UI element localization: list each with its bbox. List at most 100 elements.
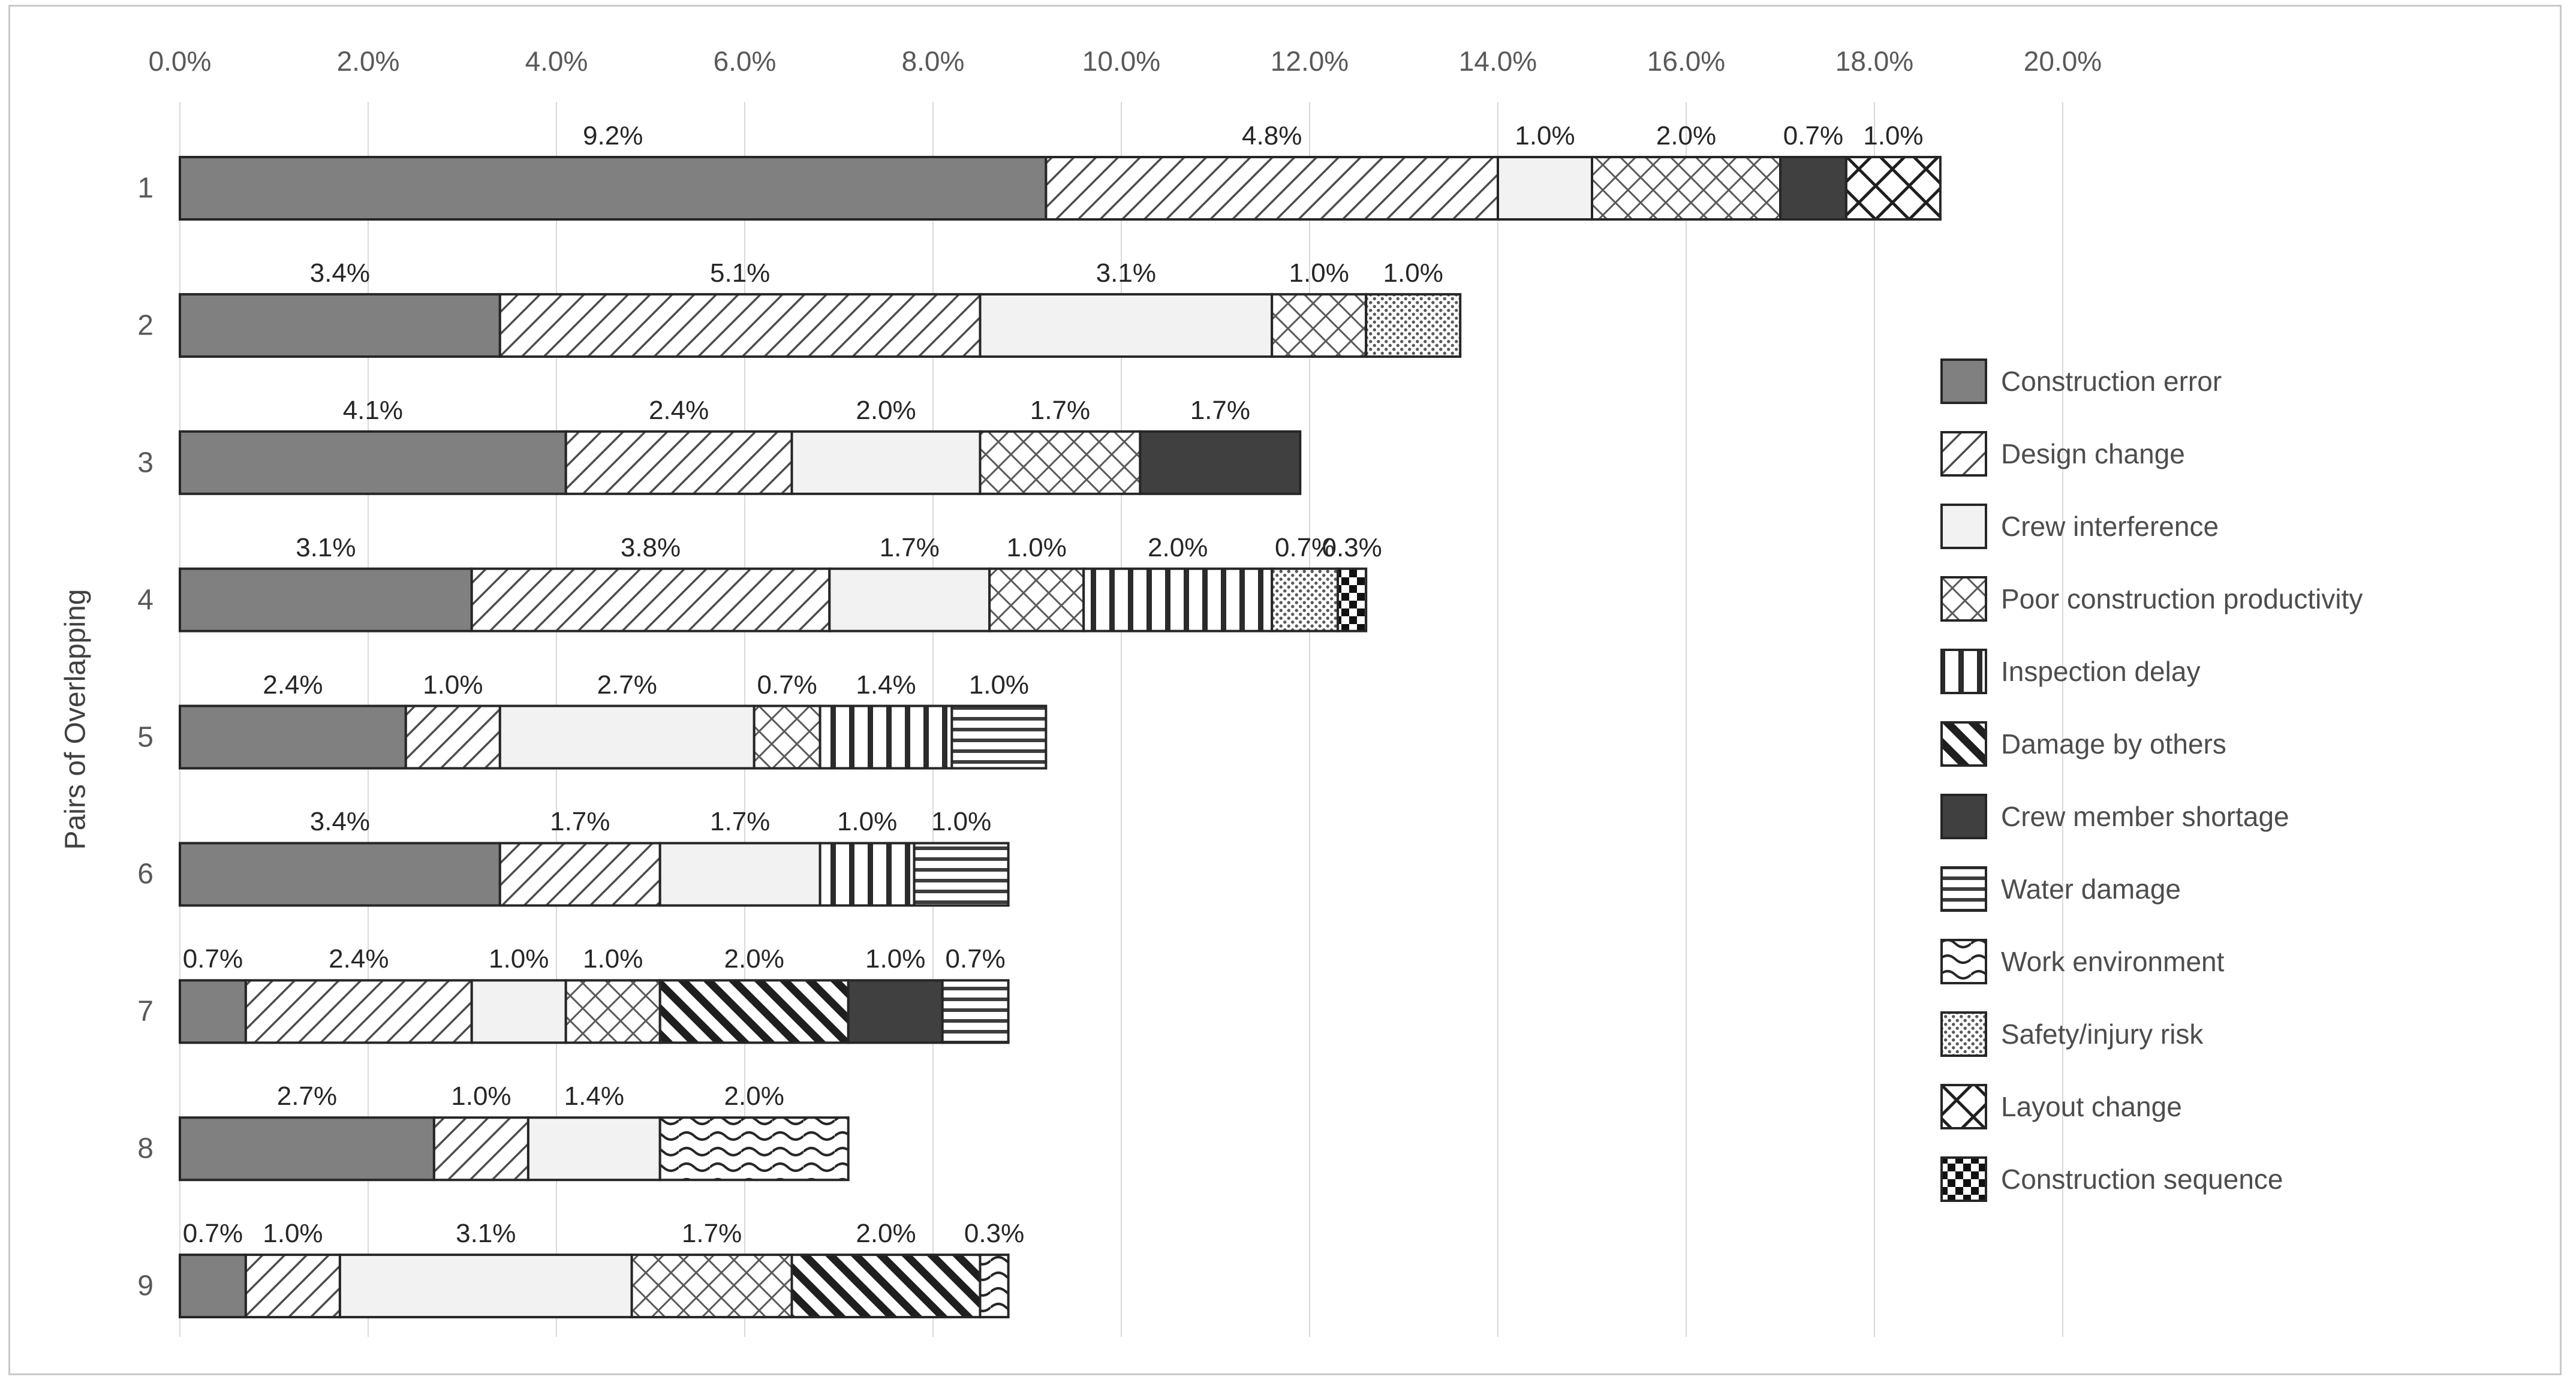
- legend-item: Layout change: [1940, 1070, 2363, 1143]
- data-label: 2.0%: [724, 944, 784, 974]
- data-label: 1.0%: [489, 944, 549, 974]
- bar-segment: [244, 1254, 341, 1319]
- x-tick-label: 6.0%: [713, 46, 777, 77]
- data-label: 1.0%: [1383, 258, 1443, 288]
- data-label: 9.2%: [583, 121, 643, 150]
- legend-swatch: [1940, 793, 1987, 839]
- data-label: 1.0%: [451, 1081, 511, 1111]
- legend-item: Work environment: [1940, 925, 2363, 998]
- legend-label: Layout change: [2001, 1090, 2182, 1122]
- y-category-label: 7: [137, 995, 154, 1028]
- data-label: 2.7%: [597, 670, 657, 700]
- legend-label: Safety/injury risk: [2001, 1018, 2204, 1050]
- legend-item: Damage by others: [1940, 707, 2363, 780]
- bar-segment: [988, 567, 1085, 632]
- bar-segment: [941, 979, 1010, 1044]
- data-label: 3.1%: [1096, 258, 1156, 288]
- legend-label: Work environment: [2001, 945, 2225, 977]
- data-label: 1.7%: [681, 1219, 742, 1249]
- legend-item: Crew member shortage: [1940, 780, 2363, 852]
- legend-swatch: [1940, 576, 1987, 622]
- bar-segment: [658, 979, 850, 1044]
- legend-item: Poor construction productivity: [1940, 562, 2363, 635]
- bar-segment: [498, 704, 756, 770]
- bar-segment: [1779, 156, 1847, 221]
- data-label: 1.4%: [564, 1081, 624, 1111]
- legend-swatch: [1940, 721, 1987, 767]
- data-label: 3.4%: [309, 258, 371, 288]
- legend-swatch: [1940, 938, 1987, 984]
- figure-border: [8, 5, 2562, 1375]
- bar-segment: [179, 979, 247, 1044]
- bar-segment: [1591, 156, 1781, 221]
- data-label: 1.0%: [1515, 121, 1575, 150]
- data-label: 1.0%: [1289, 258, 1349, 288]
- legend-item: Construction sequence: [1940, 1143, 2363, 1215]
- data-label: 0.7%: [182, 944, 243, 974]
- y-category-label: 5: [137, 721, 154, 754]
- x-tick-label: 4.0%: [525, 46, 588, 77]
- data-label: 2.4%: [329, 944, 389, 974]
- bar-segment: [404, 704, 501, 770]
- data-label: 3.4%: [309, 807, 371, 837]
- bar-segment: [498, 842, 661, 907]
- x-tick-label: 14.0%: [1458, 46, 1537, 77]
- legend-swatch: [1940, 1156, 1987, 1202]
- bar-segment: [913, 842, 1010, 907]
- bar-segment: [1497, 156, 1593, 221]
- x-tick-label: 10.0%: [1082, 46, 1161, 77]
- bar-segment: [432, 1116, 529, 1182]
- bar-segment: [847, 979, 944, 1044]
- data-label: 2.0%: [1656, 121, 1717, 150]
- x-tick-label: 20.0%: [2023, 46, 2102, 77]
- bar-segment: [526, 1116, 661, 1182]
- legend-swatch: [1940, 358, 1987, 404]
- bar-segment: [818, 842, 916, 907]
- legend-item: Safety/injury risk: [1940, 998, 2363, 1070]
- bar-segment: [179, 567, 473, 632]
- data-label: 1.7%: [879, 532, 940, 562]
- data-label: 1.0%: [931, 807, 992, 837]
- y-axis-title: Pairs of Overlapping: [59, 589, 92, 850]
- bar-segment: [338, 1254, 633, 1319]
- x-tick-label: 0.0%: [148, 46, 212, 77]
- legend-item: Design change: [1940, 417, 2363, 490]
- legend-label: Damage by others: [2001, 728, 2226, 760]
- data-label: 0.3%: [964, 1219, 1025, 1249]
- data-label: 2.4%: [648, 395, 709, 425]
- data-label: 2.0%: [856, 395, 916, 425]
- bar-segment: [630, 1254, 793, 1319]
- bar-segment: [470, 979, 567, 1044]
- bar-segment: [828, 567, 991, 632]
- bar-segment: [979, 293, 1274, 358]
- bar-segment: [979, 1254, 1010, 1319]
- data-label: 1.0%: [583, 944, 643, 974]
- legend-item: Crew interference: [1940, 490, 2363, 562]
- bar-segment: [1337, 567, 1368, 632]
- y-category-label: 4: [137, 584, 154, 616]
- legend-swatch: [1940, 866, 1987, 912]
- data-label: 1.0%: [836, 807, 898, 837]
- bar-segment: [1271, 293, 1368, 358]
- bar-segment: [818, 704, 953, 770]
- data-label: 1.0%: [968, 670, 1030, 700]
- bar-segment: [1844, 156, 1942, 221]
- x-tick-label: 12.0%: [1270, 46, 1349, 77]
- bar-segment: [564, 430, 793, 495]
- legend-swatch: [1940, 648, 1987, 694]
- bar-segment: [179, 842, 501, 907]
- bar-segment: [179, 704, 407, 770]
- legend-label: Crew member shortage: [2001, 800, 2289, 832]
- data-label: 3.1%: [296, 532, 356, 562]
- bar-segment: [1139, 430, 1302, 495]
- legend-swatch: [1940, 430, 1987, 477]
- data-label: 0.7%: [1274, 532, 1335, 562]
- data-label: 1.0%: [1006, 532, 1067, 562]
- y-category-label: 1: [137, 172, 154, 204]
- legend-item: Water damage: [1940, 852, 2363, 925]
- legend-label: Inspection delay: [2001, 655, 2201, 687]
- x-tick-label: 2.0%: [336, 46, 400, 77]
- data-label: 2.4%: [263, 670, 323, 700]
- bars-canvas: [179, 102, 2063, 1337]
- data-label: 0.7%: [757, 670, 817, 700]
